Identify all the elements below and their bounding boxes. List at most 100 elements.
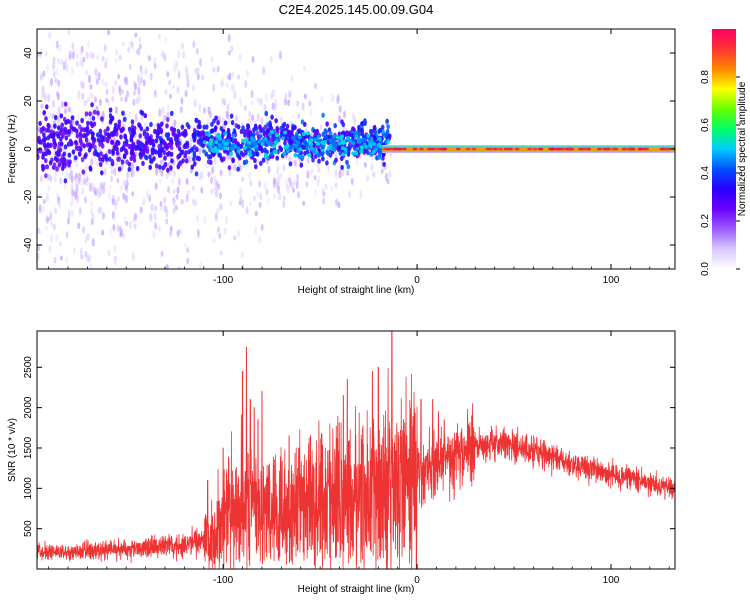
spectrogram-cell — [142, 79, 146, 87]
spectrogram-cell — [549, 147, 555, 151]
spectrogram-cell — [144, 67, 148, 76]
spectrogram-cell — [259, 160, 263, 166]
spectrogram-cell — [195, 130, 200, 136]
spectrogram-cell — [202, 140, 207, 145]
spectrogram-cell — [283, 140, 287, 146]
spectrogram-cell — [63, 178, 68, 184]
spectrogram-cell — [185, 178, 189, 185]
spectrogram-cell — [121, 110, 125, 116]
spectrogram-cell — [195, 47, 199, 55]
spectrogram-cell — [200, 170, 204, 180]
spectrogram-cell — [44, 158, 48, 164]
spectrogram-cell — [228, 169, 232, 177]
spectrogram-cell — [248, 117, 252, 125]
spectrogram-cell — [208, 154, 213, 160]
spectrogram-cell — [579, 147, 585, 151]
spectrogram-cell — [171, 178, 175, 186]
spectrogram-cell — [254, 210, 258, 217]
spectrogram-cell — [161, 106, 165, 115]
colorbar-tick-label: 0.0 — [700, 262, 711, 276]
spectrogram-cell — [343, 110, 346, 119]
spectrogram-cell — [283, 130, 288, 135]
spectrogram-cell — [223, 146, 228, 151]
spectrogram-cell — [89, 262, 92, 269]
spectrogram-cell — [207, 106, 211, 115]
spectrogram-cell — [118, 54, 122, 61]
spectrogram-cell — [214, 140, 219, 145]
spectrogram-cell — [111, 85, 115, 95]
spectrogram-cell — [583, 147, 589, 151]
spectrogram-cell — [238, 53, 242, 62]
spectrogram-cell — [66, 216, 70, 225]
spectrogram-cell — [384, 132, 388, 138]
spectrogram-cell — [161, 50, 165, 59]
spectrogram-cell — [60, 15, 63, 23]
spectrogram-cell — [223, 98, 226, 106]
spectrogram-cell — [231, 71, 235, 78]
spectrogram-cell — [251, 55, 255, 64]
spectrogram-cell — [351, 126, 355, 132]
spectrogram-cell — [314, 130, 319, 136]
spectrogram-cell — [242, 146, 247, 150]
spectrogram-cell — [75, 133, 80, 139]
spectrogram-cell — [334, 157, 338, 163]
spectrogram-cell — [77, 90, 81, 100]
spectrogram-cell — [269, 55, 273, 64]
spectrogram-cell — [296, 173, 300, 182]
spectrogram-cell — [281, 136, 285, 141]
spectrogram-cell — [64, 135, 69, 141]
spectrogram-cell — [322, 197, 326, 205]
spectrogram-cell — [325, 121, 329, 127]
spectrogram-cell — [566, 147, 572, 151]
spectrogram-cell — [90, 0, 93, 6]
spectrogram-cell — [302, 200, 306, 206]
spectrogram-cell — [72, 29, 74, 30]
spectrogram-cell — [258, 124, 262, 130]
spectrogram-cell — [68, 159, 72, 165]
spectrogram-cell — [166, 167, 170, 173]
spectrogram-cell — [39, 174, 43, 183]
spectrogram-cell — [306, 157, 310, 164]
spectrogram-cell — [123, 116, 127, 122]
spectrogram-cell — [78, 206, 82, 215]
spectrogram-cell — [273, 103, 277, 112]
spectrogram-cell — [110, 158, 115, 164]
spectrogram-cell — [96, 132, 100, 138]
spectrogram-cell — [186, 247, 190, 254]
spectrogram-cell — [199, 130, 204, 136]
spectrogram-cell — [57, 162, 62, 168]
spectrogram-cell — [118, 85, 122, 93]
colorbar-label: Normalized spectral amplitude — [737, 81, 748, 216]
spectrogram-cell — [102, 211, 105, 220]
spectrogram-cell — [46, 122, 50, 128]
spectrogram-cell — [338, 114, 341, 123]
spectrogram-cell — [68, 172, 72, 181]
spectrogram-cell — [236, 149, 241, 154]
spectrogram-cell — [169, 225, 173, 232]
spectrogram-cell — [170, 110, 174, 116]
spectrogram-cell — [38, 8, 41, 16]
spectrogram-cell — [275, 155, 280, 161]
spectrogram-cell — [237, 230, 240, 238]
spectrogram-cell — [291, 144, 296, 149]
spectrogram-cell — [309, 107, 313, 117]
spectrogram-cell — [121, 126, 125, 132]
spectrogram-cell — [37, 154, 40, 160]
spectrogram-cell — [105, 156, 109, 162]
spectrogram-cell — [288, 176, 291, 183]
spectrogram-cell — [226, 138, 231, 143]
spectrogram-cell — [79, 57, 83, 67]
snr-xtick-label: 0 — [414, 575, 420, 586]
spectrogram-cell — [373, 129, 378, 135]
spectrogram-cell — [131, 141, 135, 147]
spectrogram-cell — [79, 247, 83, 257]
spectrogram-cell — [42, 199, 46, 205]
spectrogram-cell — [236, 124, 241, 130]
spectrogram-cell — [157, 225, 161, 232]
spectrogram-cell — [190, 164, 195, 170]
spectrogram-cell — [59, 293, 62, 299]
spectrogram-cell — [363, 120, 367, 127]
spectrogram-cell — [354, 151, 359, 156]
spectrogram-cell — [289, 140, 294, 146]
spectrogram-cell — [46, 0, 49, 2]
